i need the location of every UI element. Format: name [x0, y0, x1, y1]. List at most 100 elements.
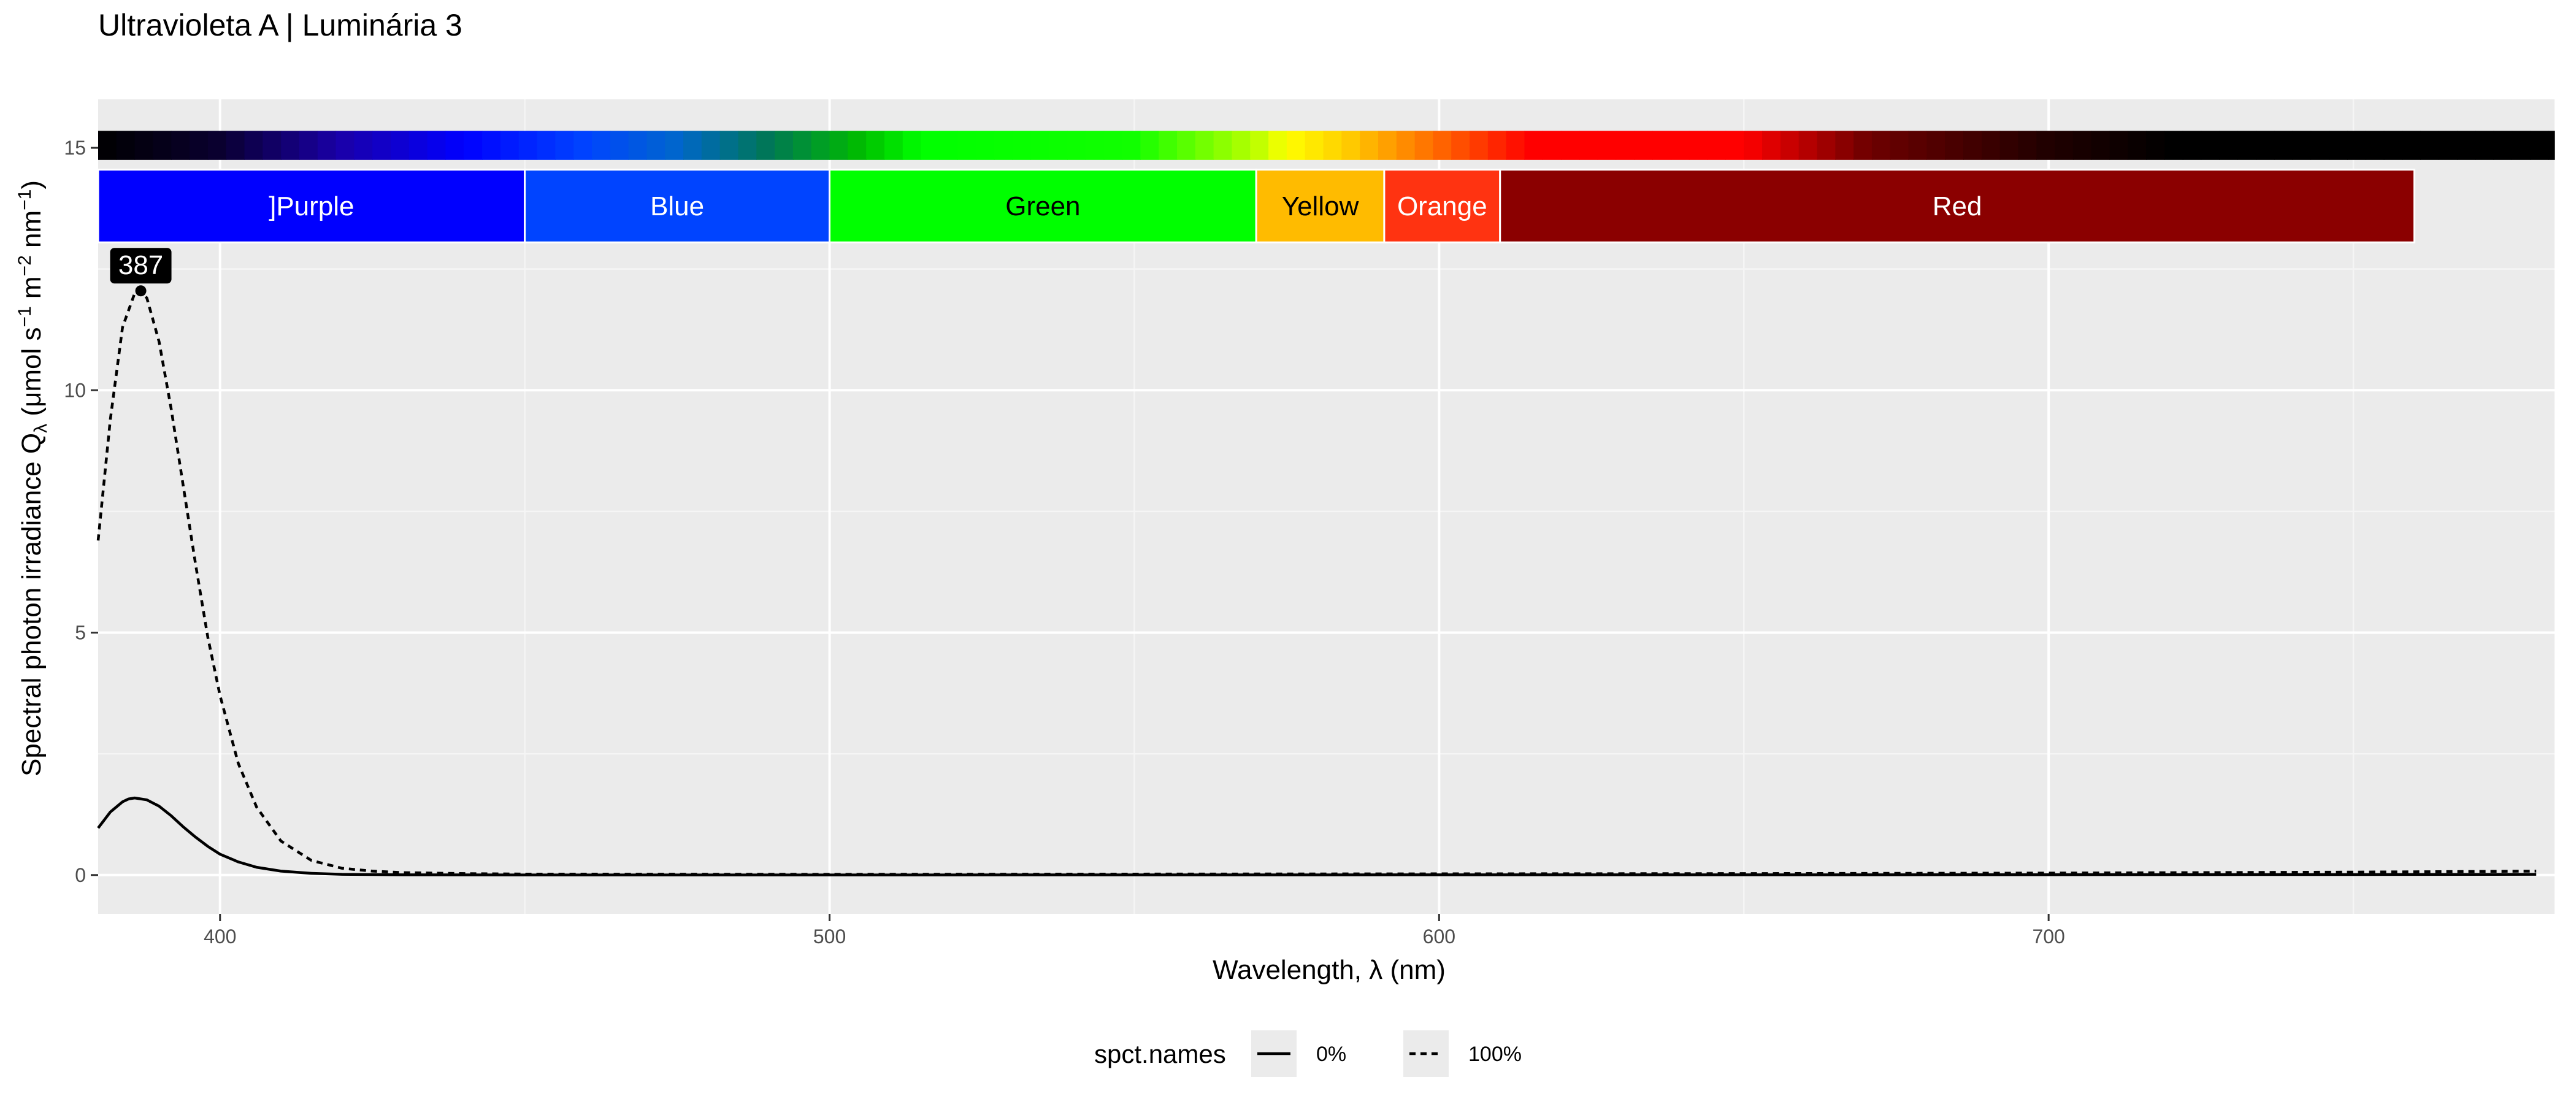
band-red — [1499, 169, 2415, 243]
color-bar-segment — [1487, 131, 1507, 160]
color-bar-segment — [1323, 131, 1342, 160]
color-bar-segment — [98, 131, 117, 160]
band-yellow — [1255, 169, 1386, 243]
color-bar-segment — [665, 131, 684, 160]
color-bar-segment — [2109, 131, 2128, 160]
y-axis-title-part: Spectral photon irradiance Q — [17, 433, 47, 776]
y-axis-title-part: −1 — [15, 190, 35, 210]
x-axis-title: Wavelength, λ (nm) — [1213, 955, 1446, 985]
color-bar-segment — [994, 131, 1013, 160]
color-bar-segment — [391, 131, 410, 160]
color-bar-segment — [518, 131, 538, 160]
color-bar-segment — [1798, 131, 1818, 160]
color-bar-segment — [1689, 131, 1708, 160]
series-line-100pct — [96, 289, 2537, 876]
color-bar-segment — [628, 131, 648, 160]
color-bar-segment — [2201, 131, 2220, 160]
color-bar-segment — [1305, 131, 1324, 160]
color-bar-segment — [1871, 131, 1891, 160]
color-bar-segment — [829, 131, 848, 160]
peak-label-box — [110, 248, 172, 284]
color-bar-segment — [2091, 131, 2110, 160]
color-bar-segment — [1561, 131, 1580, 160]
color-bar-segment — [1067, 131, 1086, 160]
color-bar-segment — [1049, 131, 1068, 160]
color-bar-segment — [537, 131, 556, 160]
color-bar-segment — [2018, 131, 2037, 160]
y-tick-label: 10 — [64, 379, 86, 401]
color-bar-segment — [372, 131, 391, 160]
y-axis-title-part: m — [17, 276, 47, 306]
color-bar-segment — [738, 131, 757, 160]
color-bar-segment — [1159, 131, 1178, 160]
color-bar-segment — [902, 131, 922, 160]
color-bar-segment — [1012, 131, 1032, 160]
color-bar-segment — [2347, 131, 2366, 160]
color-bar-segment — [1835, 131, 1854, 160]
color-bar-segment — [207, 131, 227, 160]
color-bar-segment — [1250, 131, 1269, 160]
color-bar-segment — [2128, 131, 2147, 160]
color-bar-segment — [976, 131, 995, 160]
color-bar-segment — [1780, 131, 1800, 160]
color-bar-segment — [1470, 131, 1489, 160]
color-bar-segment — [884, 131, 903, 160]
color-bar-segment — [1414, 131, 1434, 160]
color-bar-segment — [2274, 131, 2293, 160]
color-bar-segment — [1451, 131, 1470, 160]
color-bar-segment — [2329, 131, 2348, 160]
color-bar-segment — [1122, 131, 1141, 160]
color-bar-segment — [1030, 131, 1049, 160]
color-bar-segment — [2493, 131, 2513, 160]
color-bar-segment — [1286, 131, 1306, 160]
color-bar-segment — [2055, 131, 2074, 160]
color-bar-segment — [226, 131, 245, 160]
band-label: Yellow — [1282, 191, 1359, 221]
color-bar-segment — [555, 131, 574, 160]
color-bar-segment — [427, 131, 447, 160]
color-bar-segment — [1908, 131, 1927, 160]
color-bar-segment — [1396, 131, 1416, 160]
band-label: Orange — [1397, 191, 1487, 221]
color-bar-segment — [848, 131, 867, 160]
color-bar-segment — [1999, 131, 2019, 160]
y-axis-title-part: ) — [17, 180, 47, 190]
x-tick-label: 700 — [2032, 925, 2064, 948]
color-bands: ]Purple Blue Green Yellow Orange Red — [97, 169, 2415, 243]
color-bar-segment — [2475, 131, 2494, 160]
color-bar-segment — [1945, 131, 1964, 160]
color-bar-segment — [445, 131, 464, 160]
color-bar-segment — [2256, 131, 2275, 160]
legend-label: 100% — [1468, 1043, 1522, 1066]
data-series — [96, 289, 2537, 876]
band-label: Red — [1933, 191, 1982, 221]
color-bar-segment — [1360, 131, 1379, 160]
y-tick-label: 5 — [75, 622, 86, 644]
color-bar-segment — [1597, 131, 1617, 160]
color-bar-segment — [811, 131, 830, 160]
color-bar-segment — [2548, 131, 2555, 160]
y-axis-title-part: λ — [31, 424, 51, 433]
color-bar-segment — [2036, 131, 2055, 160]
color-bar-segment — [719, 131, 739, 160]
color-bar-segment — [591, 131, 611, 160]
color-bar-segment — [701, 131, 721, 160]
peak-point — [135, 285, 147, 297]
band-label: Blue — [650, 191, 704, 221]
color-bar-segment — [1506, 131, 1525, 160]
wavelength-color-bar — [98, 131, 2555, 160]
color-bar-segment — [500, 131, 519, 160]
color-bar-segment — [1543, 131, 1562, 160]
color-bar-segment — [573, 131, 592, 160]
color-bar-segment — [939, 131, 958, 160]
peak-label: 387 — [118, 250, 163, 280]
color-bar-segment — [683, 131, 702, 160]
color-bar-segment — [335, 131, 355, 160]
color-bar-segment — [1926, 131, 1945, 160]
color-bar-segment — [2237, 131, 2256, 160]
color-bar-segment — [2072, 131, 2092, 160]
color-bar-segment — [263, 131, 282, 160]
color-bar-segment — [866, 131, 885, 160]
color-bar-segment — [1524, 131, 1543, 160]
